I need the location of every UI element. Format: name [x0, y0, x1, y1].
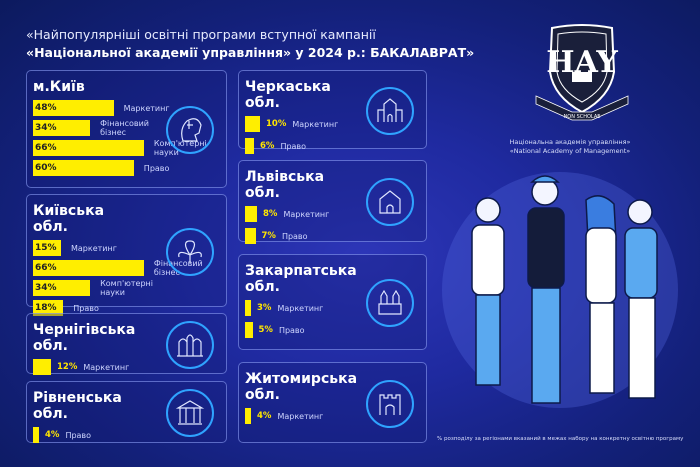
program-row: 18% Право — [33, 300, 226, 316]
program-label: Право — [278, 325, 305, 335]
program-bar: 48% — [33, 100, 114, 116]
program-label: Право — [143, 163, 170, 173]
region-name: Закарпатська обл. — [245, 263, 357, 295]
program-label: Маркетинг — [292, 119, 339, 129]
cathedral-icon — [166, 321, 214, 369]
region-card: Рівненська обл. 4% Право — [26, 381, 227, 443]
program-percent: 3% — [257, 303, 272, 313]
program-percent: 4% — [257, 411, 272, 421]
region-card: Черкаська обл. 10% Маркетинг 6% Право — [238, 70, 427, 154]
region-card: Чернігівська обл. 12% Маркетинг — [26, 313, 227, 375]
program-label: Маркетинг — [277, 303, 324, 313]
program-row: 60% Право — [33, 160, 226, 176]
program-bar: 34% — [33, 280, 91, 296]
program-percent: 4% — [45, 430, 60, 440]
program-label: Право — [280, 141, 307, 151]
program-percent: 7% — [261, 231, 276, 241]
title-line-1: «Найпопулярніші освітні програми вступно… — [26, 27, 376, 42]
program-row: 10% Маркетинг — [245, 116, 426, 132]
region-name: м.Київ — [33, 79, 85, 95]
program-label: Маркетинг — [123, 103, 170, 113]
region-name: Чернігівська обл. — [33, 322, 136, 354]
program-percent: 5% — [258, 325, 273, 335]
program-bar — [245, 138, 254, 154]
title-line-2: «Національної академії управління» у 202… — [26, 45, 475, 60]
program-percent: 8% — [263, 209, 278, 219]
academy-name-ua: Національна академія управління» — [509, 138, 631, 146]
program-label: Маркетинг — [277, 411, 324, 421]
program-label: Комп'ютерні науки — [100, 279, 153, 297]
academy-name: Національна академія управління» «Nation… — [500, 138, 640, 156]
program-row: 34% Фінансовий бізнес — [33, 119, 226, 137]
program-bar: 15% — [33, 240, 61, 256]
chestnut-leaf-icon — [166, 228, 214, 276]
program-row: 15% Маркетинг — [33, 240, 226, 256]
program-bar — [245, 322, 253, 338]
program-label: Фінансовий бізнес — [100, 119, 149, 137]
region-card: Житомирська обл. 4% Маркетинг — [238, 362, 427, 443]
town-hall-icon — [366, 178, 414, 226]
program-bar — [245, 408, 251, 424]
program-label: Маркетинг — [83, 362, 130, 372]
region-name: Київська обл. — [33, 203, 105, 235]
region-card: Закарпатська обл. 3% Маркетинг 5% Право — [238, 254, 427, 350]
church-icon — [366, 87, 414, 135]
region-name: Львівська обл. — [245, 169, 325, 201]
program-bar — [245, 228, 256, 244]
region-name: Житомирська обл. — [245, 371, 358, 403]
program-bar: 66% — [33, 140, 144, 156]
program-bar — [245, 116, 260, 132]
region-card: Львівська обл. 8% Маркетинг 7% Право — [238, 160, 427, 244]
program-row: 4% Маркетинг — [245, 408, 426, 424]
program-percent: 12% — [57, 362, 78, 372]
program-bar: 66% — [33, 260, 144, 276]
columns-building-icon — [166, 389, 214, 437]
program-label: Право — [281, 231, 308, 241]
fortress-icon — [366, 380, 414, 428]
academy-logo: HAY NON SCHOLAE — [535, 24, 629, 121]
program-row: 8% Маркетинг — [245, 206, 426, 222]
region-name: Черкаська обл. — [245, 79, 331, 111]
program-label: Право — [65, 430, 92, 440]
region-name: Рівненська обл. — [33, 390, 122, 422]
program-bar — [245, 300, 251, 316]
program-bar: 60% — [33, 160, 134, 176]
page-title: «Найпопулярніші освітні програми вступно… — [26, 26, 474, 62]
program-label: Маркетинг — [283, 209, 330, 219]
program-label: Маркетинг — [71, 243, 117, 253]
thinker-head-icon — [166, 106, 214, 154]
program-percent: 6% — [260, 141, 275, 151]
academy-name-en: «National Academy of Management» — [509, 147, 631, 155]
program-bar — [33, 427, 39, 443]
program-row: 34% Комп'ютерні науки — [33, 279, 226, 297]
footnote: % розподілу за регіонами вказаний в межа… — [437, 436, 684, 442]
program-row: 7% Право — [245, 228, 426, 244]
program-row: 4% Право — [33, 427, 226, 443]
program-row: 3% Маркетинг — [245, 300, 426, 316]
logo-motto: NON SCHOLAE — [564, 114, 601, 120]
program-row: 6% Право — [245, 138, 426, 154]
program-label: Право — [73, 303, 99, 313]
program-row: 5% Право — [245, 322, 426, 338]
program-bar — [33, 359, 51, 375]
students-illustration — [442, 172, 678, 408]
program-bar: 18% — [33, 300, 64, 316]
program-row: 12% Маркетинг — [33, 359, 226, 375]
program-row: 48% Маркетинг — [33, 100, 226, 116]
region-card: м.Київ 48% Маркетинг 34% Фінансовий бізнес 66… — [26, 70, 227, 188]
program-bar: 34% — [33, 120, 91, 136]
region-card: Київська обл. 15% Маркетинг 66% Фінансовий б… — [26, 194, 227, 316]
castle-icon — [366, 279, 414, 327]
program-bar — [245, 206, 257, 222]
program-percent: 10% — [266, 119, 287, 129]
